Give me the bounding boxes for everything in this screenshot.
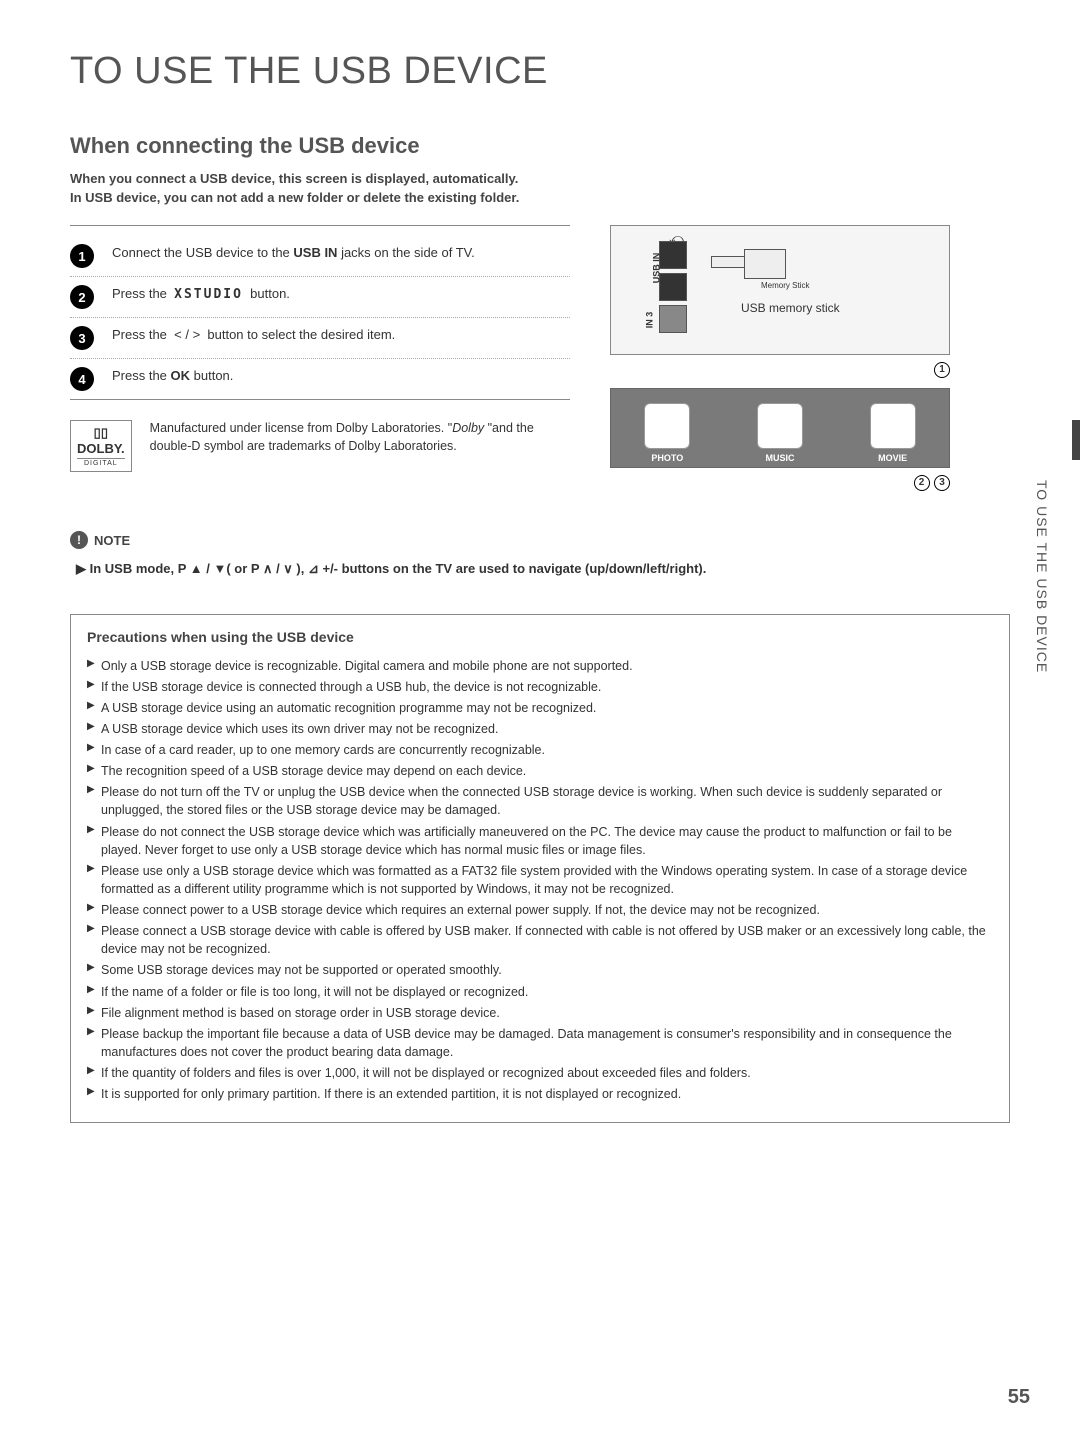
usb-diagram: ⤺ USB IN IN 3 Memory Stick USB memory st… bbox=[610, 225, 950, 355]
diagram-ref-23: 2 3 bbox=[610, 472, 950, 491]
precaution-item: The recognition speed of a USB storage d… bbox=[87, 762, 993, 780]
step-number-badge: 4 bbox=[70, 367, 94, 391]
step-item: 3 Press the < / > button to select the de… bbox=[70, 318, 570, 359]
side-label: TO USE THE USB DEVICE bbox=[1034, 480, 1050, 673]
divider bbox=[70, 225, 570, 226]
usb-caption: USB memory stick bbox=[741, 301, 840, 315]
precaution-item: A USB storage device using an automatic … bbox=[87, 699, 993, 717]
in3-port-icon bbox=[659, 305, 687, 333]
photo-menu-item: 🖼 PHOTO bbox=[627, 403, 707, 463]
usb-in-label: USB IN bbox=[651, 253, 661, 284]
step-item: 2 Press the XSTUDIO button. bbox=[70, 277, 570, 318]
precaution-item: If the USB storage device is connected t… bbox=[87, 678, 993, 696]
music-menu-item: ♫ MUSIC bbox=[740, 403, 820, 463]
dolby-box: ▯▯ DOLBY. DIGITAL Manufactured under lic… bbox=[70, 420, 570, 472]
dolby-text: Manufactured under license from Dolby La… bbox=[150, 420, 570, 455]
precaution-item: Please connect a USB storage device with… bbox=[87, 922, 993, 958]
step-number-badge: 2 bbox=[70, 285, 94, 309]
precaution-item: Please use only a USB storage device whi… bbox=[87, 862, 993, 898]
step-item: 1 Connect the USB device to the USB IN ja… bbox=[70, 236, 570, 277]
side-tab bbox=[1072, 420, 1080, 460]
precaution-item: Please connect power to a USB storage de… bbox=[87, 901, 993, 919]
page-title: TO USE THE USB DEVICE bbox=[70, 50, 1010, 93]
precaution-item: Please backup the important file because… bbox=[87, 1025, 993, 1061]
in3-label: IN 3 bbox=[644, 312, 654, 329]
intro-line-2: In USB device, you can not add a new fol… bbox=[70, 190, 1010, 205]
note-icon: ! bbox=[70, 531, 88, 549]
precaution-item: Please do not connect the USB storage de… bbox=[87, 823, 993, 859]
precaution-item: Only a USB storage device is recognizabl… bbox=[87, 657, 993, 675]
precaution-item: If the quantity of folders and files is … bbox=[87, 1064, 993, 1082]
step-text: Press the XSTUDIO button. bbox=[112, 285, 290, 304]
movie-menu-item: 🎞 MOVIE bbox=[853, 403, 933, 463]
precautions-box: Precautions when using the USB device On… bbox=[70, 614, 1010, 1124]
dolby-logo: ▯▯ DOLBY. DIGITAL bbox=[70, 420, 132, 472]
memory-stick-icon bbox=[711, 256, 747, 268]
precaution-item: In case of a card reader, up to one memo… bbox=[87, 741, 993, 759]
photo-icon: 🖼 bbox=[644, 403, 690, 449]
step-text: Connect the USB device to the USB IN jac… bbox=[112, 244, 475, 262]
step-text: Press the < / > button to select the des… bbox=[112, 326, 395, 344]
step-number-badge: 1 bbox=[70, 244, 94, 268]
precautions-list: Only a USB storage device is recognizabl… bbox=[87, 657, 993, 1104]
step-item: 4 Press the OK button. bbox=[70, 359, 570, 400]
step-number-badge: 3 bbox=[70, 326, 94, 350]
note-body: In USB mode, P ▲ / ▼( or P ∧ / ∨ ), ⊿ +/… bbox=[76, 559, 1010, 579]
page-number: 55 bbox=[1008, 1386, 1030, 1409]
precaution-item: If the name of a folder or file is too l… bbox=[87, 983, 993, 1001]
movie-icon: 🎞 bbox=[870, 403, 916, 449]
precaution-item: Some USB storage devices may not be supp… bbox=[87, 961, 993, 979]
step-text: Press the OK button. bbox=[112, 367, 233, 385]
music-icon: ♫ bbox=[757, 403, 803, 449]
section-subtitle: When connecting the USB device bbox=[70, 133, 1010, 159]
usb-port-icon bbox=[659, 241, 687, 269]
precautions-title: Precautions when using the USB device bbox=[87, 629, 993, 645]
note-box: ! NOTE In USB mode, P ▲ / ▼( or P ∧ / ∨ … bbox=[70, 531, 1010, 579]
precaution-item: It is supported for only primary partiti… bbox=[87, 1085, 993, 1103]
steps-list: 1 Connect the USB device to the USB IN ja… bbox=[70, 225, 570, 400]
precaution-item: A USB storage device which uses its own … bbox=[87, 720, 993, 738]
note-title: NOTE bbox=[94, 533, 130, 548]
menu-preview: 🖼 PHOTO ♫ MUSIC 🎞 MOVIE bbox=[610, 388, 950, 468]
diagram-ref-1: 1 bbox=[610, 359, 950, 378]
usb-port-icon bbox=[659, 273, 687, 301]
intro-line-1: When you connect a USB device, this scre… bbox=[70, 171, 1010, 186]
precaution-item: Please do not turn off the TV or unplug … bbox=[87, 783, 993, 819]
memory-stick-label: Memory Stick bbox=[761, 281, 809, 290]
precaution-item: File alignment method is based on storag… bbox=[87, 1004, 993, 1022]
